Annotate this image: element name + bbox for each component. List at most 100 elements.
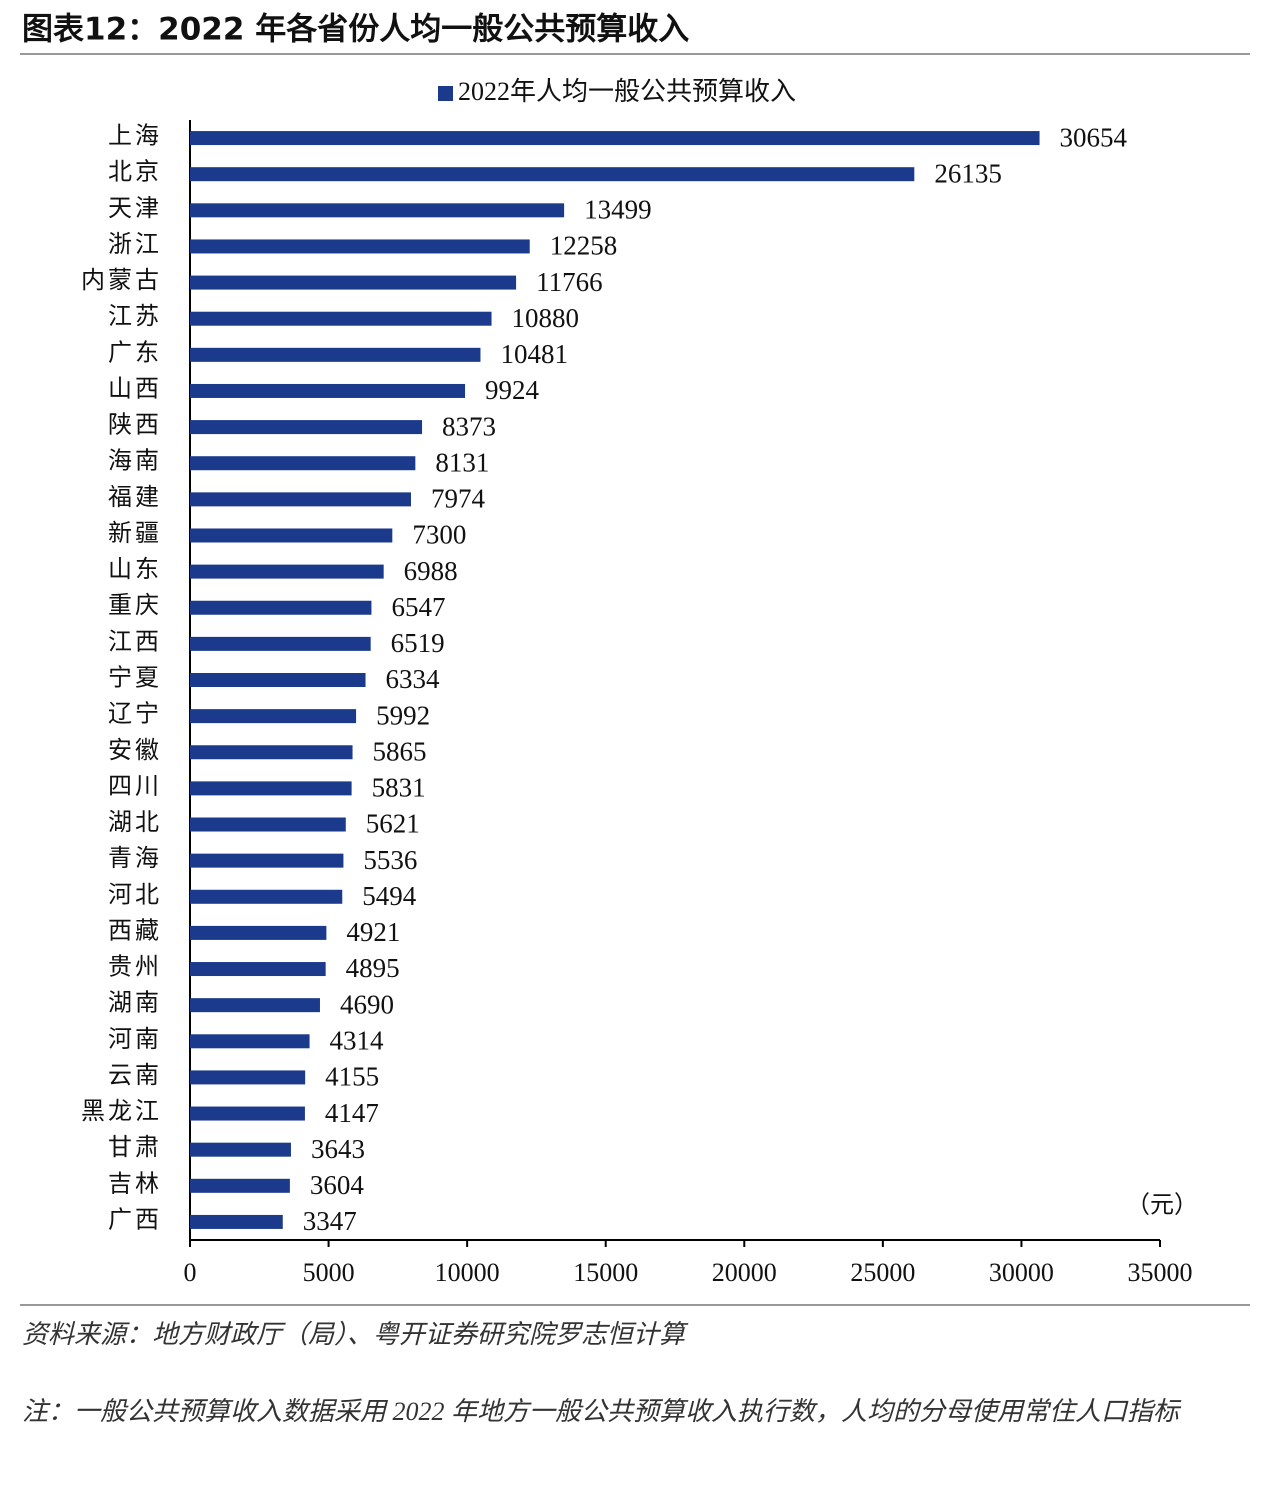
category-label: 黑龙江 — [81, 1098, 162, 1125]
bar — [190, 636, 371, 651]
category-label: 云南 — [108, 1062, 162, 1089]
category-label: 陕西 — [108, 412, 162, 439]
value-label: 26135 — [934, 158, 1002, 188]
bar — [190, 709, 357, 724]
category-label: 宁夏 — [108, 665, 162, 692]
category-label: 江苏 — [108, 303, 162, 330]
category-label: 浙江 — [108, 231, 162, 258]
value-label: 7300 — [412, 520, 466, 550]
bar — [190, 998, 320, 1013]
category-label: 福建 — [108, 484, 162, 511]
x-tick-label: 0 — [184, 1258, 197, 1287]
value-label: 8131 — [435, 447, 489, 477]
x-tick-label: 25000 — [850, 1258, 915, 1287]
source: 资料来源：地方财政厅（局）、粤开证券研究院罗志恒计算 — [22, 1320, 686, 1349]
legend-label: 2022年人均一般公共预算收入 — [458, 77, 796, 106]
category-label: 山西 — [108, 375, 162, 402]
note: 注：一般公共预算收入数据采用 2022 年地方一般公共预算收入执行数，人均的分母… — [22, 1397, 1180, 1426]
category-label: 上海 — [108, 123, 162, 150]
value-label: 9924 — [485, 375, 540, 405]
category-label: 江西 — [108, 628, 162, 655]
x-tick-label: 20000 — [712, 1258, 777, 1287]
value-label: 6547 — [391, 592, 445, 622]
category-label: 广西 — [108, 1206, 162, 1233]
category-label: 海南 — [108, 448, 162, 475]
category-label: 新疆 — [108, 520, 162, 547]
value-label: 4895 — [346, 953, 400, 983]
x-tick-label: 10000 — [435, 1258, 500, 1287]
category-label: 重庆 — [108, 592, 162, 619]
bar — [190, 745, 353, 760]
bar — [190, 203, 565, 218]
category-label: 山东 — [108, 556, 162, 583]
value-label: 3347 — [303, 1206, 357, 1236]
value-label: 12258 — [550, 231, 618, 261]
bar — [190, 889, 343, 904]
bar — [190, 167, 915, 182]
bar — [190, 962, 326, 977]
bar — [190, 456, 416, 471]
bar — [190, 853, 344, 868]
bar — [190, 275, 517, 290]
x-tick-label: 30000 — [989, 1258, 1054, 1287]
legend-swatch — [438, 86, 453, 101]
category-label: 安徽 — [108, 737, 162, 764]
category-label: 湖北 — [108, 809, 162, 836]
bar — [190, 1214, 283, 1229]
bar — [190, 600, 372, 615]
category-label: 贵州 — [108, 954, 162, 981]
bar — [190, 311, 492, 326]
value-label: 6988 — [404, 556, 458, 586]
value-label: 4155 — [325, 1062, 379, 1092]
bar — [190, 492, 411, 507]
bar — [190, 1106, 305, 1121]
x-tick-label: 5000 — [303, 1258, 355, 1287]
bar — [190, 1178, 290, 1193]
value-label: 4147 — [325, 1098, 379, 1128]
x-tick-label: 35000 — [1128, 1258, 1193, 1287]
bar — [190, 817, 346, 832]
value-label: 5536 — [363, 845, 417, 875]
bar — [190, 673, 366, 687]
bar — [190, 1070, 306, 1085]
category-label: 四川 — [108, 774, 162, 800]
bar — [190, 383, 466, 398]
value-label: 8373 — [442, 411, 496, 441]
category-label: 湖南 — [108, 990, 162, 1017]
category-label: 广东 — [108, 339, 162, 366]
bar — [190, 347, 481, 362]
bar — [190, 239, 530, 254]
chart-title: 图表12：2022 年各省份人均一般公共预算收入 — [22, 12, 689, 48]
value-label: 30654 — [1060, 122, 1128, 152]
category-label: 甘肃 — [108, 1134, 162, 1161]
value-label: 5831 — [372, 773, 426, 803]
bar — [190, 528, 393, 543]
bar — [190, 564, 384, 579]
bar — [190, 131, 1040, 146]
category-label: 青海 — [108, 845, 162, 872]
category-label: 内蒙古 — [81, 267, 162, 294]
value-label: 4690 — [340, 989, 394, 1019]
value-label: 13499 — [584, 195, 652, 225]
value-label: 5992 — [376, 700, 430, 730]
bar — [190, 1142, 291, 1157]
value-label: 11766 — [536, 267, 603, 297]
category-label: 辽宁 — [108, 701, 162, 728]
category-label: 河北 — [108, 881, 162, 908]
category-label: 天津 — [108, 195, 162, 222]
value-label: 10481 — [500, 339, 567, 369]
value-label: 3643 — [311, 1134, 365, 1164]
bar — [190, 781, 352, 796]
x-tick-label: 15000 — [573, 1258, 638, 1287]
bar — [190, 1034, 310, 1049]
value-label: 10880 — [512, 303, 580, 333]
value-label: 6334 — [386, 664, 441, 694]
category-label: 西藏 — [108, 917, 162, 944]
value-label: 6519 — [391, 628, 445, 658]
category-label: 吉林 — [108, 1170, 162, 1197]
value-label: 4921 — [346, 917, 400, 947]
value-label: 3604 — [310, 1170, 365, 1200]
value-label: 5494 — [362, 881, 417, 911]
